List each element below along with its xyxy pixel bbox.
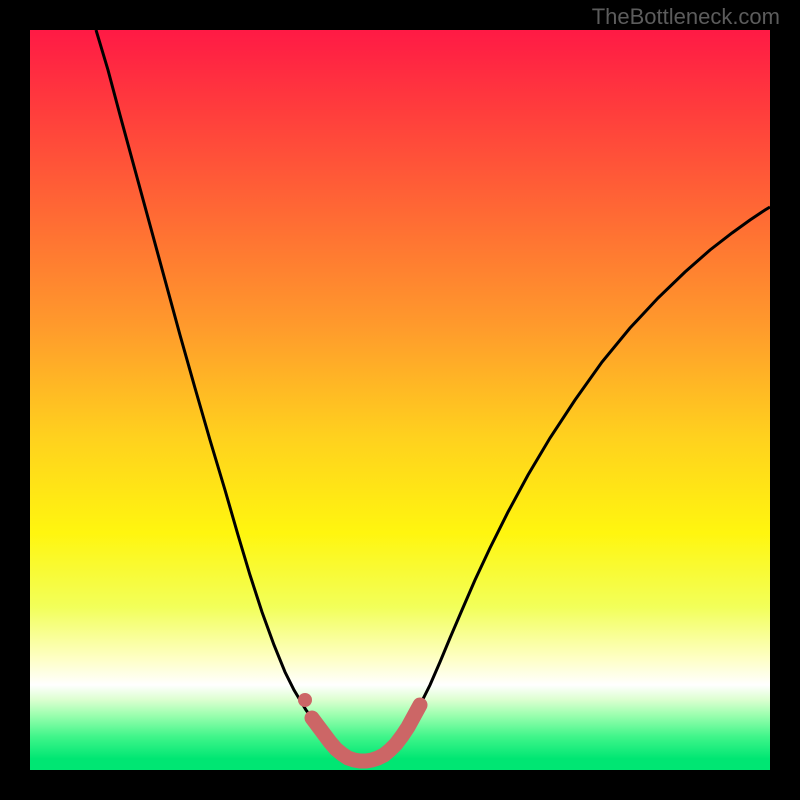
plot-area — [30, 30, 770, 770]
watermark-text: TheBottleneck.com — [592, 4, 780, 30]
gradient-chart-svg — [30, 30, 770, 770]
chart-frame: TheBottleneck.com — [0, 0, 800, 800]
gradient-background — [30, 30, 770, 770]
marker-dot — [298, 693, 312, 707]
